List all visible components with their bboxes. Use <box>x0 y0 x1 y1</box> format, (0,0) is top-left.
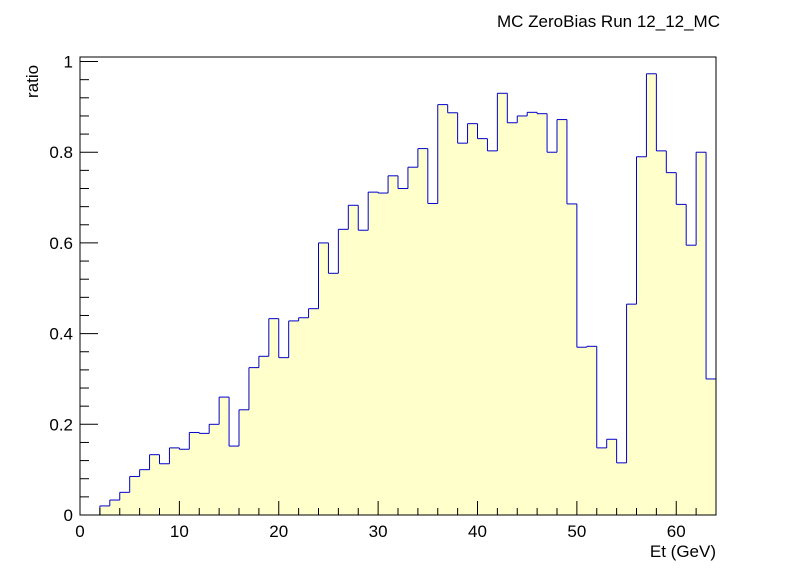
histogram-bin <box>189 432 200 515</box>
histogram-bin <box>169 447 180 515</box>
histogram-bin <box>179 449 190 515</box>
x-tick-labels: 0 10 20 30 40 50 60 <box>75 522 685 541</box>
histogram-bin <box>318 242 329 516</box>
histogram-bin <box>477 138 488 515</box>
histogram-bin <box>358 230 369 515</box>
histogram-bin <box>447 112 458 515</box>
histogram-bin <box>646 73 657 515</box>
histogram-bin <box>308 308 319 515</box>
histogram-bin <box>99 505 111 515</box>
histogram-bin <box>557 119 568 515</box>
y-tick-label: 1 <box>64 53 73 72</box>
histogram-bin <box>119 492 130 515</box>
histogram-bin <box>368 192 379 515</box>
histogram-bin <box>199 433 210 515</box>
histogram-bin <box>636 156 647 515</box>
histogram-bin <box>507 122 518 515</box>
histogram-bin <box>696 152 707 515</box>
y-axis-title: ratio <box>23 65 42 98</box>
x-axis-title: Et (GeV) <box>650 542 716 561</box>
histogram-bin <box>159 463 170 515</box>
histogram-bin <box>537 113 548 515</box>
histogram-bin <box>239 409 250 515</box>
histogram-bin <box>437 104 448 515</box>
histogram-bin <box>676 204 687 516</box>
x-tick-label: 30 <box>369 522 388 541</box>
histogram-bin <box>338 229 349 515</box>
histogram-bin <box>606 439 617 515</box>
histogram-bin <box>219 397 230 515</box>
histogram-bin <box>209 424 220 515</box>
histogram-bin <box>139 469 150 515</box>
histogram-bin <box>586 346 598 515</box>
histogram-bin <box>109 500 121 515</box>
histogram-bin <box>576 347 588 515</box>
histogram-bin <box>398 188 409 515</box>
x-tick-label: 20 <box>269 522 288 541</box>
histogram-bin <box>378 193 389 515</box>
histogram-fill-layer <box>99 73 717 516</box>
histogram-bin <box>248 367 260 515</box>
histogram-bin <box>686 245 697 516</box>
histogram-bin <box>417 148 429 515</box>
y-tick-label: 0.4 <box>49 325 73 344</box>
histogram-bin <box>656 150 667 516</box>
histogram-bin <box>467 123 478 515</box>
histogram-bin <box>149 454 160 515</box>
histogram-bin <box>278 357 289 515</box>
histogram-bin <box>298 317 309 515</box>
histogram-bin <box>706 378 717 515</box>
histogram-bin <box>348 205 359 515</box>
y-tick-label: 0.6 <box>49 234 73 253</box>
histogram-bin <box>388 175 399 515</box>
histogram-outline-layer <box>99 73 717 515</box>
chart-title: MC ZeroBias Run 12_12_MC <box>497 12 720 31</box>
histogram-bin <box>626 304 637 515</box>
x-tick-label: 40 <box>468 522 487 541</box>
histogram-bin <box>129 476 140 515</box>
histogram-bin <box>527 112 538 516</box>
histogram-bin <box>616 462 627 515</box>
histogram-bin <box>596 447 607 515</box>
histogram-bin <box>666 172 677 515</box>
y-tick-label: 0.8 <box>49 143 73 162</box>
histogram-bin <box>268 318 280 515</box>
histogram-bin <box>487 150 498 516</box>
x-tick-label: 0 <box>75 522 84 541</box>
x-tick-label: 10 <box>170 522 189 541</box>
histogram-bin <box>517 115 528 515</box>
y-tick-label: 0 <box>64 506 73 525</box>
histogram-bin <box>288 320 299 515</box>
histogram-bin <box>229 446 240 515</box>
histogram-bin <box>407 167 419 515</box>
x-tick-label: 60 <box>667 522 686 541</box>
x-tick-label: 50 <box>567 522 586 541</box>
histogram-bin <box>328 273 339 515</box>
histogram-bin <box>457 143 468 515</box>
histogram-bin <box>547 152 558 515</box>
histogram-bin <box>427 203 439 515</box>
histogram-bin <box>566 203 578 515</box>
histogram-bin <box>258 356 270 515</box>
y-tick-label: 0.2 <box>49 415 73 434</box>
y-tick-labels: 0 0.2 0.4 0.6 0.8 1 <box>49 53 73 525</box>
histogram-bin <box>497 93 508 516</box>
axis-ticks <box>79 61 717 516</box>
